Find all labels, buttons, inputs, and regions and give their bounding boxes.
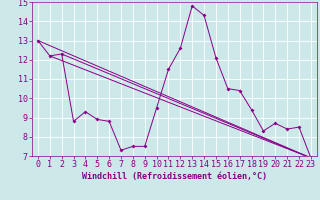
X-axis label: Windchill (Refroidissement éolien,°C): Windchill (Refroidissement éolien,°C) [82, 172, 267, 181]
